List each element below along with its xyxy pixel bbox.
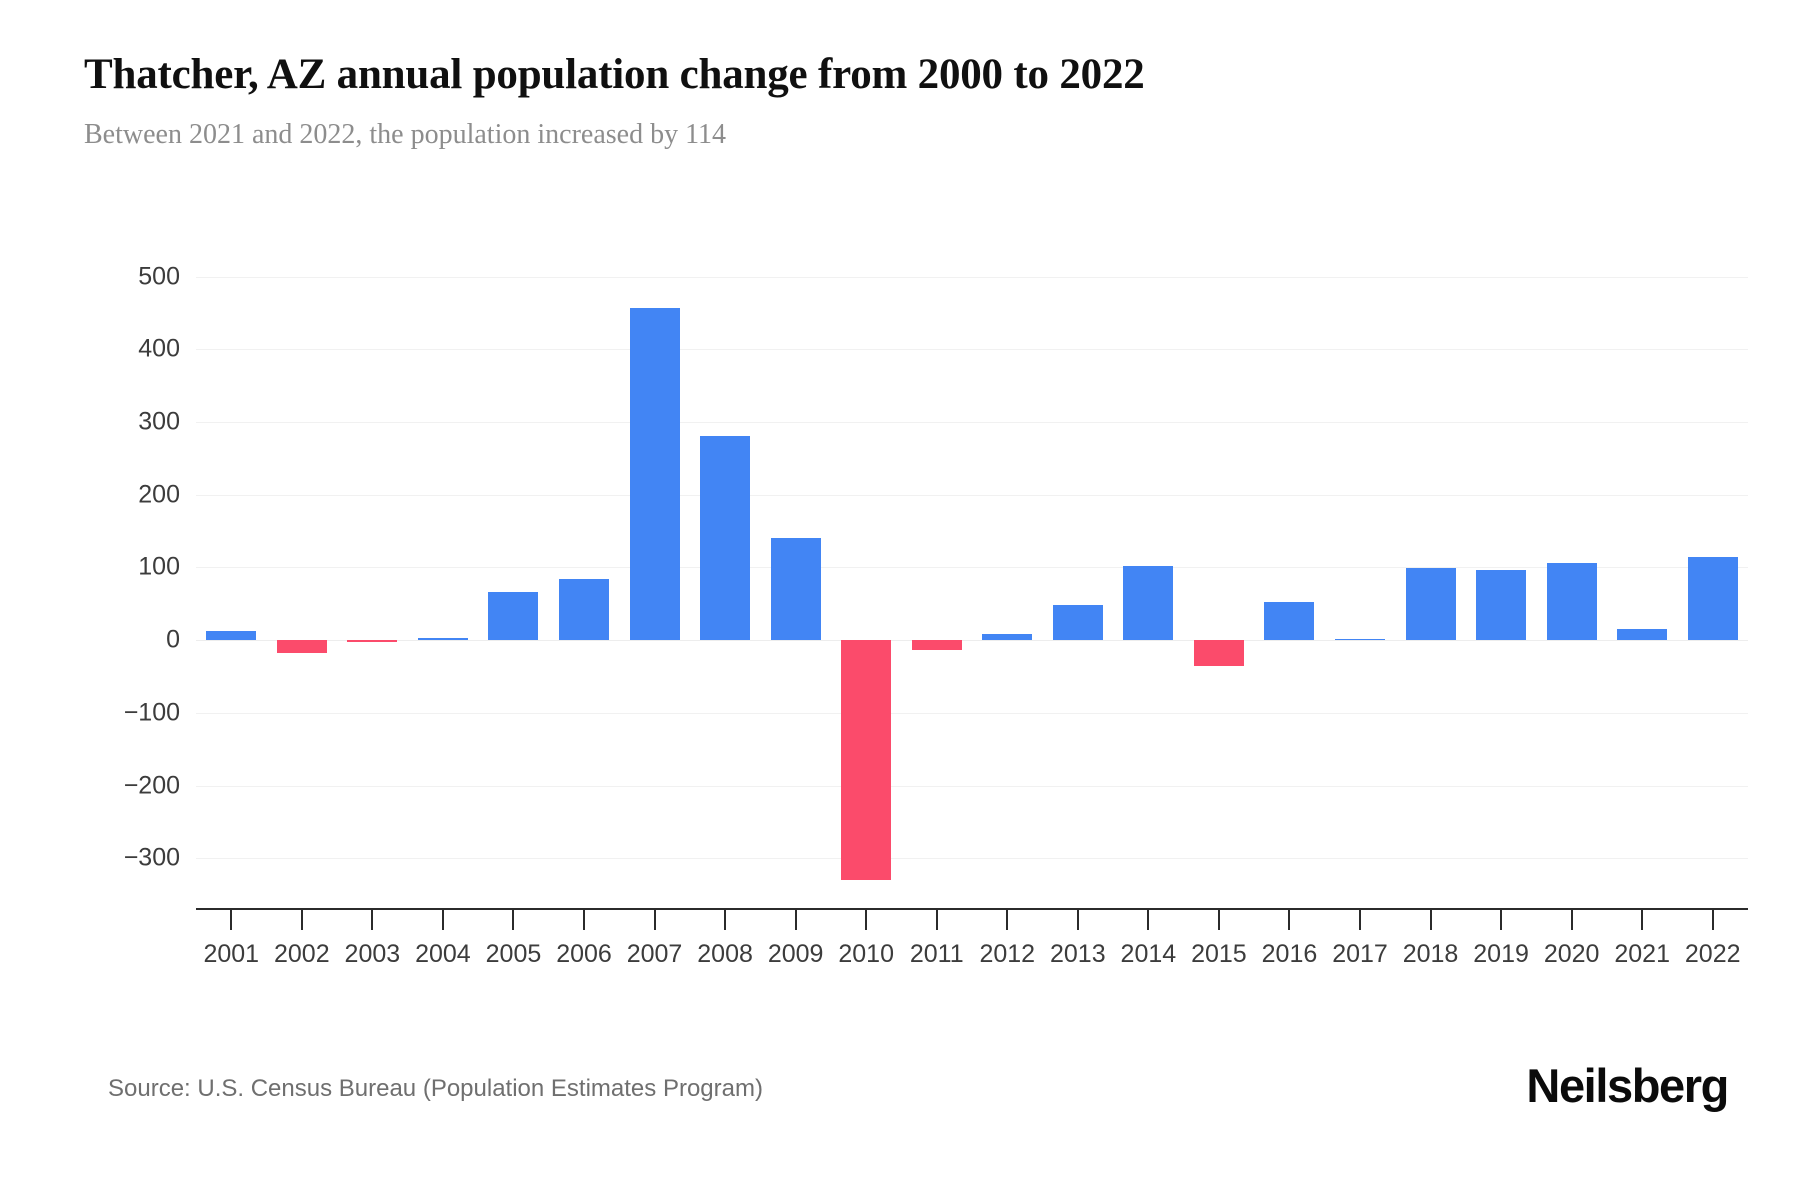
x-axis-tick (441, 910, 444, 930)
x-axis-tick (935, 910, 938, 930)
plot-area (196, 262, 1748, 902)
x-axis-tick-label: 2021 (1614, 940, 1670, 968)
x-axis-tick (1500, 910, 1503, 930)
y-axis-tick-label: −200 (123, 771, 180, 800)
bar-2020[interactable] (1546, 563, 1597, 641)
x-axis-tick (512, 910, 515, 930)
bar-2021[interactable] (1617, 628, 1668, 641)
chart-subtitle: Between 2021 and 2022, the population in… (84, 119, 727, 151)
bar-2016[interactable] (1264, 602, 1315, 641)
x-axis-tick-label: 2013 (1050, 940, 1106, 968)
x-axis-tick (1076, 910, 1079, 930)
x-axis-tick-label: 2014 (1120, 940, 1177, 968)
x-axis-tick (1570, 910, 1573, 930)
bar-2009[interactable] (770, 538, 821, 641)
bar-2010[interactable] (841, 640, 892, 881)
y-axis-tick-label: 400 (138, 334, 180, 363)
x-axis-tick-label: 2020 (1543, 940, 1600, 968)
bar-2017[interactable] (1335, 638, 1385, 641)
chart-header: Thatcher, AZ annual population change fr… (84, 51, 1724, 151)
bar-2012[interactable] (982, 634, 1033, 641)
x-axis-tick-label: 2012 (979, 940, 1036, 968)
source-note: Source: U.S. Census Bureau (Population E… (108, 1075, 763, 1102)
x-axis-tick (1288, 910, 1291, 930)
bar-2011[interactable] (911, 640, 962, 651)
x-axis-tick-label: 2004 (415, 940, 471, 968)
x-axis-ticks (196, 910, 1748, 930)
bar-2005[interactable] (488, 592, 539, 641)
x-axis-tick-label: 2002 (274, 940, 330, 968)
x-axis-tick (653, 910, 656, 930)
x-axis-tick-label: 2008 (697, 940, 753, 968)
y-axis-labels: 500 400 300 200 100 0 −100 −200 −300 (96, 262, 180, 902)
bar-2001[interactable] (206, 630, 257, 641)
bar-2003[interactable] (347, 640, 398, 642)
bar-2002[interactable] (276, 640, 327, 653)
x-axis-tick-label: 2005 (485, 940, 542, 968)
x-axis-tick-label: 2001 (203, 940, 260, 968)
x-axis-tick-label: 2006 (556, 940, 612, 968)
x-axis-tick (300, 910, 303, 930)
y-axis-tick-label: −100 (123, 698, 180, 727)
x-axis-tick-label: 2022 (1684, 940, 1741, 968)
bar-2006[interactable] (559, 579, 609, 641)
x-axis-tick (1147, 910, 1150, 930)
x-axis-tick (1641, 910, 1644, 930)
bar-2004[interactable] (417, 638, 468, 641)
x-axis-tick (724, 910, 727, 930)
bar-2008[interactable] (700, 435, 751, 641)
x-axis-tick (371, 910, 374, 930)
x-axis-tick (1217, 910, 1220, 930)
y-axis-tick-label: 300 (138, 407, 180, 436)
x-axis-tick-label: 2016 (1261, 940, 1318, 968)
bar-2014[interactable] (1123, 566, 1174, 641)
x-axis-line (196, 908, 1748, 910)
bar-2007[interactable] (629, 307, 680, 641)
x-axis-tick (230, 910, 233, 930)
y-axis-tick-label: 200 (138, 480, 180, 509)
bar-2015[interactable] (1193, 640, 1244, 666)
x-axis-tick-label: 2011 (909, 940, 964, 968)
x-axis-tick-label: 2010 (838, 940, 894, 968)
x-axis-tick (1429, 910, 1432, 930)
y-axis-tick-label: 100 (138, 552, 180, 581)
y-axis-tick-label: −300 (123, 843, 180, 872)
x-axis-tick (1359, 910, 1361, 930)
x-axis-tick-label: 2015 (1191, 940, 1247, 968)
x-axis-tick-label: 2003 (344, 940, 401, 968)
x-axis-tick-label: 2009 (767, 940, 824, 968)
x-axis-tick (583, 910, 585, 930)
bar-2019[interactable] (1476, 570, 1527, 641)
x-axis-tick-label: 2007 (626, 940, 683, 968)
x-axis-tick (1006, 910, 1009, 930)
y-axis-tick-label: 0 (166, 625, 180, 654)
y-axis-tick-label: 500 (138, 262, 180, 291)
x-axis-tick (865, 910, 868, 930)
x-axis-tick-label: 2018 (1402, 940, 1459, 968)
bar-2018[interactable] (1405, 568, 1456, 641)
x-axis-tick (794, 910, 797, 930)
neilsberg-logo: Neilsberg (1526, 1059, 1729, 1112)
page-title: Thatcher, AZ annual population change fr… (84, 51, 1145, 98)
x-axis-tick (1711, 910, 1714, 930)
bar-2013[interactable] (1052, 604, 1103, 641)
bar-2022[interactable] (1687, 557, 1738, 641)
x-axis-labels: 2001 2002 2003 2004 2005 2006 2007 2008 2009 2010… (196, 940, 1748, 980)
x-axis-tick-label: 2019 (1473, 940, 1529, 968)
bar-series (196, 262, 1748, 902)
x-axis-tick-label: 2017 (1332, 940, 1388, 968)
